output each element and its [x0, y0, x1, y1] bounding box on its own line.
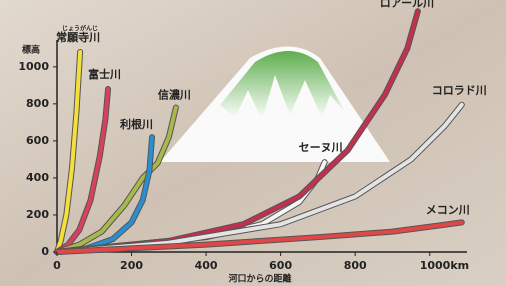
x-tick-label: 1000km: [420, 259, 469, 272]
x-tick-label: 600: [269, 259, 292, 272]
y-tick-label: 0: [41, 245, 49, 258]
y-tick-label: 400: [26, 171, 49, 184]
y-tick-label: 1000: [18, 60, 49, 73]
x-tick-label: 200: [120, 259, 143, 272]
legend-label: 利根川: [120, 117, 153, 131]
y-tick-label: 600: [26, 134, 49, 147]
legend-label: 常願寺川: [56, 30, 100, 44]
legend-label: セーヌ川: [299, 141, 343, 154]
y-tick-label: 800: [26, 97, 49, 110]
legend-label: 信濃川: [158, 88, 191, 102]
chart: 標高 河口からの距離 じょうがんじ 02004006008001000km020…: [0, 0, 506, 286]
x-axis-label: 河口からの距離: [228, 273, 291, 285]
legend-label: コロラド川: [432, 84, 487, 97]
y-tick-label: 200: [26, 208, 49, 221]
x-tick-label: 400: [195, 259, 218, 272]
legend-label: ロアール川: [380, 0, 434, 9]
y-axis-label: 標高: [22, 44, 40, 56]
x-tick-label: 0: [53, 259, 61, 272]
x-tick-label: 800: [344, 259, 367, 272]
legend-label: メコン川: [426, 203, 470, 216]
legend-label: 富士川: [88, 67, 121, 81]
